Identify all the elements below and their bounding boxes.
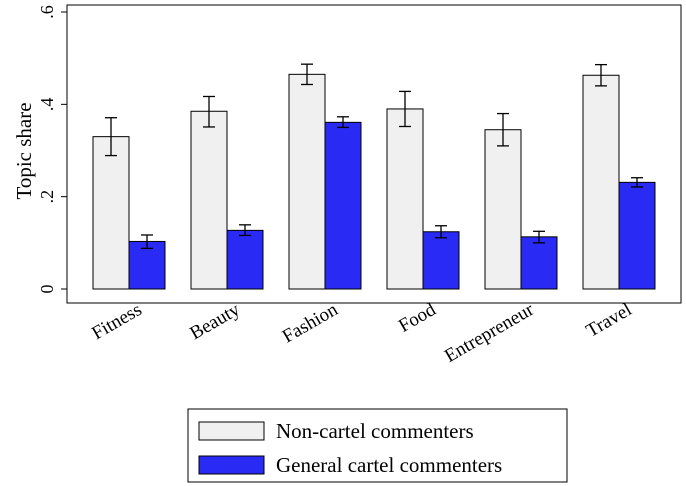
error-bar-food-series-2 [435, 225, 447, 239]
bar-entrepreneur-series-2 [520, 236, 558, 290]
y-axis-title: Topic share [12, 102, 36, 199]
error-bar-beauty-series-1 [203, 95, 215, 128]
legend-swatch-1 [198, 421, 265, 441]
bar-entrepreneur-series-1 [484, 129, 522, 290]
x-tick-label-beauty: Beauty [186, 299, 244, 344]
bar-beauty-series-2 [226, 229, 264, 290]
error-bar-fitness-series-1 [105, 117, 117, 157]
y-tick-label-3: .6 [37, 5, 57, 19]
x-tick-label-entrepreneur: Entrepreneur [441, 299, 538, 367]
bar-fashion-series-2 [324, 121, 362, 290]
error-bars [105, 63, 643, 250]
error-bar-travel-series-2 [631, 177, 643, 188]
plot-area [66, 4, 682, 304]
error-bar-beauty-series-2 [239, 224, 251, 237]
bar-fashion-series-1 [288, 73, 326, 290]
legend-label-1: Non-cartel commenters [276, 419, 474, 443]
error-bar-entrepreneur-series-1 [497, 112, 509, 147]
legend: Non-cartel commenters General cartel comm… [187, 408, 568, 483]
bar-food-series-1 [386, 108, 424, 290]
error-bar-travel-series-1 [595, 63, 607, 87]
legend-swatch-2 [198, 455, 265, 475]
bar-travel-series-2 [618, 181, 656, 290]
error-bar-fashion-series-2 [337, 116, 349, 129]
bar-food-series-2 [422, 231, 460, 290]
x-tick-label-fashion: Fashion [279, 299, 342, 348]
error-bar-food-series-1 [399, 90, 411, 128]
bar-fitness-series-1 [92, 136, 130, 290]
legend-label-2: General cartel commenters [276, 453, 502, 477]
plot-frame [66, 4, 682, 304]
y-tick-label-1: .2 [37, 190, 57, 204]
y-tick-label-0: 0 [37, 285, 57, 294]
error-bar-fitness-series-2 [141, 234, 153, 250]
bar-travel-series-1 [582, 74, 620, 290]
error-bar-entrepreneur-series-2 [533, 230, 545, 244]
x-tick-label-food: Food [395, 299, 440, 337]
y-tick-label-2: .4 [37, 98, 57, 112]
x-tick-label-fitness: Fitness [88, 299, 145, 344]
x-tick-label-travel: Travel [583, 299, 636, 342]
error-bar-fashion-series-1 [301, 63, 313, 86]
bar-beauty-series-1 [190, 110, 228, 290]
bars [92, 73, 656, 290]
